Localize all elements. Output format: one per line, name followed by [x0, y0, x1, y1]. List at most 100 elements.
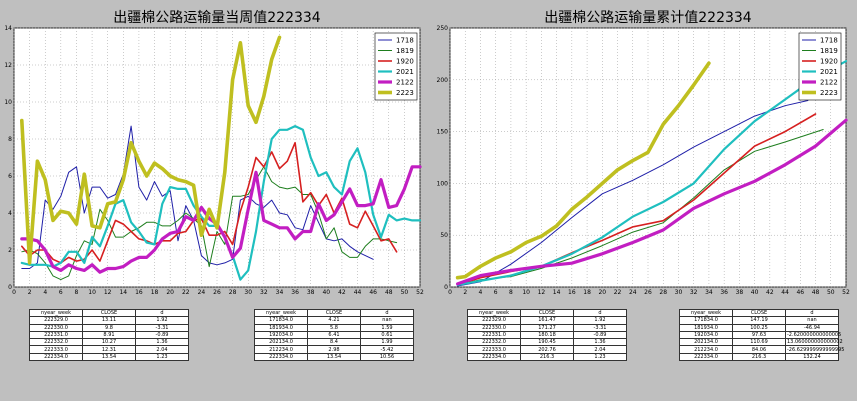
- series-line-2223: [19, 35, 282, 265]
- series-line-2122: [456, 118, 848, 286]
- x-tick-label: 2: [28, 289, 32, 296]
- table-row: 222330.0 171.27 -3.31: [467, 323, 627, 332]
- table-cell: 13.54: [307, 352, 361, 362]
- table-cumulative-yoy: nyear_week CLOSE d 171834.0 147.19 nan 181934.…: [679, 308, 845, 362]
- series-line-2021: [456, 60, 848, 286]
- table-cell: 13.54: [82, 352, 136, 362]
- x-tick-label: 8: [75, 289, 79, 296]
- table-row: 222332.0 190.45 1.36: [467, 338, 627, 347]
- table-cell: 2.04: [573, 345, 627, 354]
- x-tick-label: 0: [448, 289, 452, 296]
- table-cell: -0.89: [573, 330, 627, 340]
- series-line-2122: [20, 165, 422, 274]
- chart-panel-1: 0 2 4 6 8 10 12 14 16 18 20 22 24 26 28 30 32 34 36 38 40 42 4…: [4, 9, 424, 296]
- legend-label: 2223: [820, 89, 838, 97]
- x-tick-label: 2: [463, 289, 467, 296]
- y-tick-label: 10: [4, 99, 12, 106]
- x-tick-label: 20: [598, 289, 606, 296]
- x-tick-label: 22: [182, 289, 190, 296]
- x-tick-label: 44: [781, 289, 789, 296]
- table-cell: 202134.0: [679, 338, 733, 347]
- x-tick-label: 28: [229, 289, 237, 296]
- table-header-row: nyear_week CLOSE d: [467, 308, 627, 318]
- table-cell: 171.27: [520, 323, 574, 332]
- table-row: 202134.0 8.4 1.99: [254, 338, 414, 347]
- table-row: 192034.0 6.41 0.61: [254, 330, 414, 340]
- column-header: CLOSE: [732, 308, 786, 318]
- table-cell: nan: [785, 316, 839, 325]
- table-cell: 2.98: [307, 345, 361, 354]
- x-tick-label: 44: [354, 289, 362, 296]
- x-tick-label: 42: [338, 289, 346, 296]
- column-header: d: [573, 308, 627, 318]
- legend-label: 1819: [820, 47, 838, 55]
- x-tick-label: 18: [583, 289, 591, 296]
- table-cell: 222333.0: [467, 345, 521, 354]
- legend-label: 2122: [820, 79, 838, 87]
- legend: 1718 1819 1920 2021 2122 2223: [798, 32, 842, 101]
- y-tick-label: 8: [8, 136, 12, 143]
- x-tick-label: 30: [244, 289, 252, 296]
- legend-label: 1718: [820, 37, 838, 45]
- table-row: 171834.0 147.19 nan: [679, 316, 839, 325]
- table-row: 222334.0 216.3 132.24: [679, 352, 839, 362]
- table-cell: 10.27: [82, 338, 136, 347]
- table-cell: 222332.0: [29, 338, 83, 347]
- x-tick-label: 4: [479, 289, 483, 296]
- table-cell: 212234.0: [679, 345, 733, 354]
- x-tick-label: 16: [135, 289, 143, 296]
- y-tick-label: 2: [8, 247, 12, 254]
- table-cell: 2.04: [135, 345, 189, 354]
- table-cell: 5.8: [307, 323, 361, 332]
- x-tick-label: 32: [260, 289, 268, 296]
- table-cell: 202134.0: [254, 338, 308, 347]
- y-tick-label: 200: [437, 77, 449, 84]
- y-tick-label: 4: [8, 210, 12, 217]
- legend-label: 1920: [820, 58, 838, 66]
- table-cell: 222331.0: [467, 330, 521, 340]
- table-cell: 216.3: [520, 352, 574, 362]
- x-tick-label: 48: [385, 289, 393, 296]
- table-cell: 222333.0: [29, 345, 83, 354]
- y-tick-label: 12: [4, 62, 12, 69]
- table-cell: 190.45: [520, 338, 574, 347]
- x-tick-label: 28: [659, 289, 667, 296]
- x-tick-label: 50: [827, 289, 835, 296]
- x-tick-label: 10: [522, 289, 530, 296]
- table-row: 222333.0 12.31 2.04: [29, 345, 189, 354]
- table-cell: 1.23: [573, 352, 627, 362]
- legend-box: [374, 32, 418, 101]
- x-tick-label: 12: [538, 289, 546, 296]
- table-cell: 222334.0: [254, 352, 308, 362]
- x-tick-label: 36: [291, 289, 299, 296]
- y-tick-label: 150: [437, 129, 449, 136]
- table-cell: 1.36: [573, 338, 627, 347]
- y-tick-label: 0: [444, 284, 448, 291]
- legend-label: 2021: [396, 68, 414, 76]
- table-row: 192034.0 97.63 -2.620000000000005: [679, 330, 842, 340]
- table-header-row: nyear_week CLOSE d: [254, 308, 414, 318]
- table-cell: 1.59: [360, 323, 414, 332]
- series-line-2223: [455, 61, 711, 280]
- x-tick-label: 26: [213, 289, 221, 296]
- table-row: 222334.0 13.54 10.56: [254, 352, 414, 362]
- x-tick-label: 8: [509, 289, 513, 296]
- table-cell: 8.4: [307, 338, 361, 347]
- table-row: 202134.0 110.69 13.060000000000002: [679, 338, 843, 347]
- table-cell: -2.620000000000005: [785, 330, 842, 340]
- legend-label: 2223: [396, 89, 414, 97]
- table-cell: 222329.0: [29, 316, 83, 325]
- table-cell: 222331.0: [29, 330, 83, 340]
- table-cell: 0.61: [360, 330, 414, 340]
- legend: 1718 1819 1920 2021 2122 2223: [374, 32, 418, 101]
- x-tick-label: 38: [307, 289, 315, 296]
- x-tick-label: 34: [276, 289, 284, 296]
- table-cell: 1.92: [573, 316, 627, 325]
- table-row: 212234.0 2.98 -5.42: [254, 345, 414, 354]
- table-cell: -26.629999999999995: [785, 345, 845, 354]
- chart-title: 出疆棉公路运输量当周值222334: [113, 9, 321, 26]
- table-cell: 132.24: [785, 352, 839, 362]
- x-tick-label: 46: [796, 289, 804, 296]
- x-tick-label: 6: [494, 289, 498, 296]
